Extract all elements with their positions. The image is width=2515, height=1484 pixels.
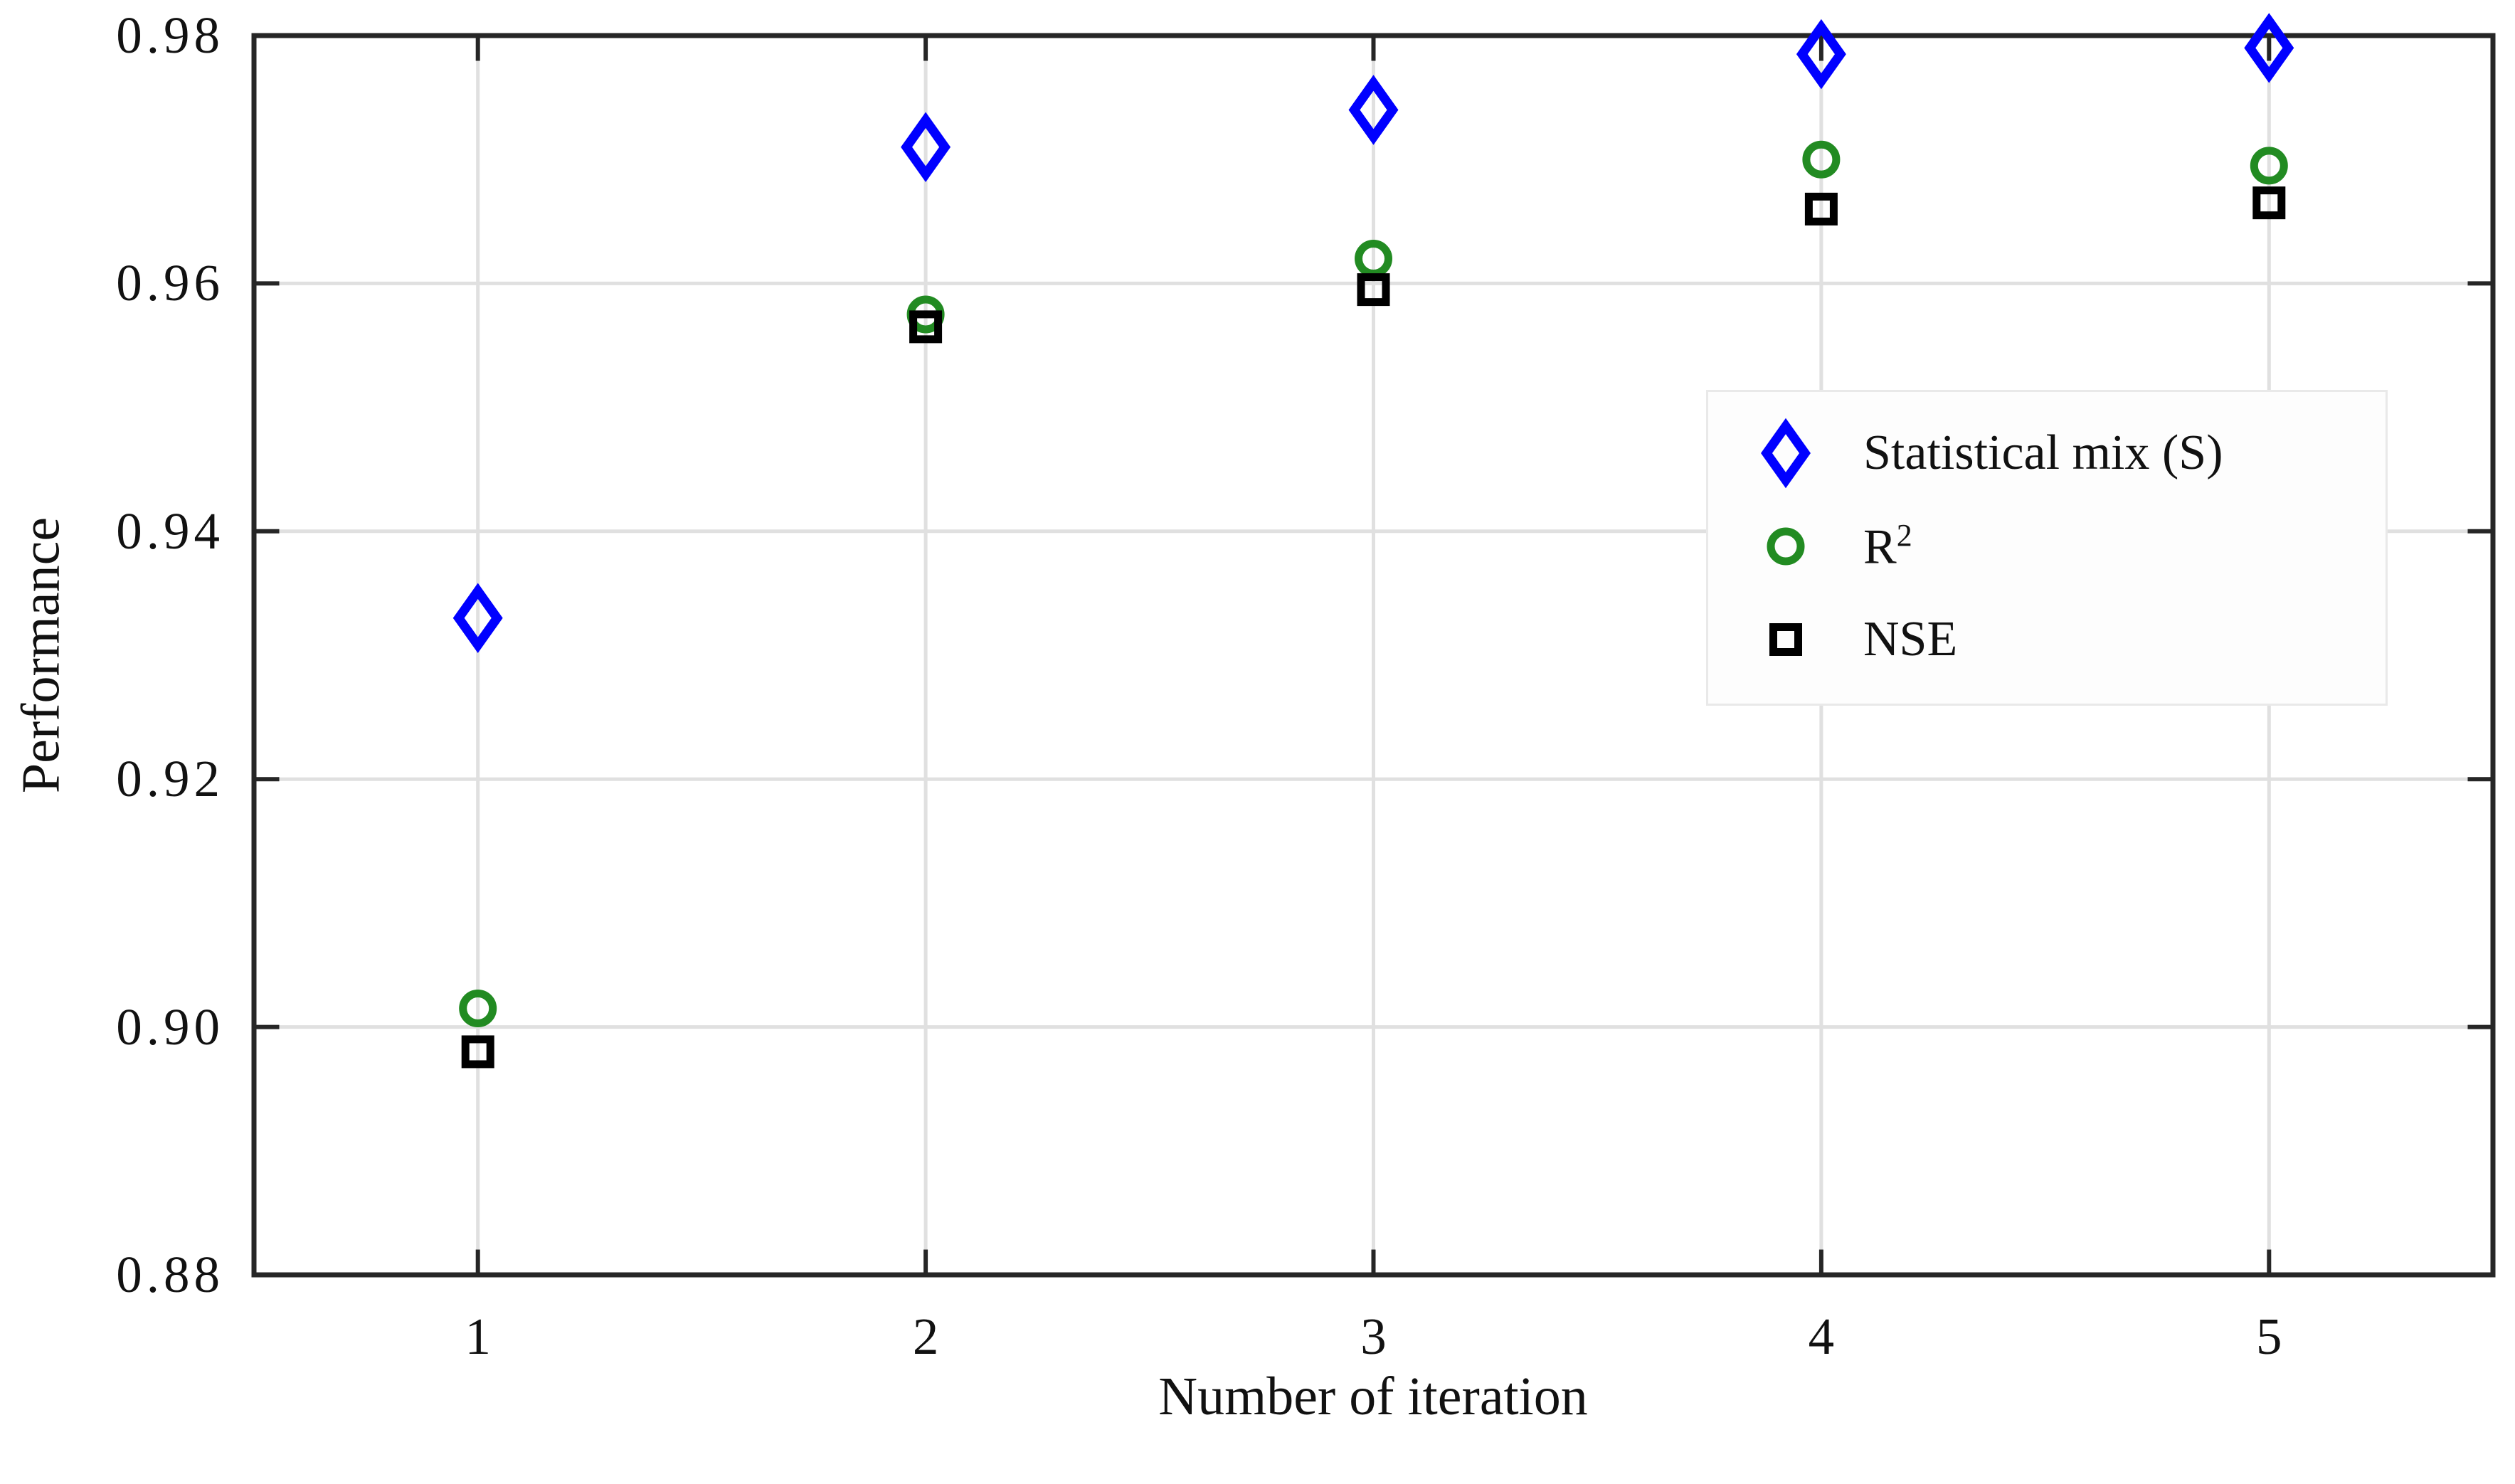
square-marker-glyph [1769, 623, 1802, 656]
data-point-nse-x4 [1804, 192, 1838, 226]
legend: Statistical mix (S) R2 NSE [1706, 390, 2388, 706]
data-point-nse-x2 [909, 310, 943, 344]
circle-marker-icon [1708, 504, 1863, 589]
data-point-statistical-mix-s-x1 [452, 583, 503, 653]
x-axis-label: Number of iteration [1158, 1367, 1588, 1426]
y-tick-label-0.98: 0.98 [116, 6, 224, 64]
y-tick-label-0.94: 0.94 [116, 502, 224, 560]
x-tick-label-3: 3 [1360, 1308, 1387, 1365]
data-point-nse-x3 [1357, 273, 1390, 307]
data-point-statistical-mix-s-x2 [901, 112, 951, 183]
data-point-r2-x5 [2250, 147, 2288, 185]
data-point-nse-x5 [2252, 186, 2286, 220]
legend-item-nse: NSE [1708, 597, 2386, 682]
thin-diamond-marker-icon [1708, 410, 1863, 496]
data-point-r2-x1 [459, 989, 497, 1027]
data-point-statistical-mix-s-x4 [1796, 18, 1846, 90]
x-tick-label-2: 2 [912, 1308, 939, 1365]
y-tick-label-0.90: 0.90 [116, 997, 224, 1056]
square-marker-icon [1708, 597, 1863, 682]
data-point-r2-x4 [1802, 140, 1841, 179]
legend-item-label: R2 [1863, 517, 1912, 575]
x-tick-label-5: 5 [2256, 1308, 2282, 1365]
x-tick-label-1: 1 [465, 1308, 491, 1365]
circle-marker-glyph [1767, 527, 1805, 566]
y-tick-label-0.88: 0.88 [116, 1246, 224, 1303]
legend-item-label: Statistical mix (S) [1863, 425, 2223, 480]
data-point-statistical-mix-s-x3 [1348, 75, 1399, 145]
data-point-statistical-mix-s-x5 [2244, 13, 2294, 83]
legend-item-r2: R2 [1708, 504, 2386, 589]
legend-item-statistical-mix-s: Statistical mix (S) [1708, 410, 2386, 496]
y-tick-label-0.92: 0.92 [116, 750, 224, 808]
thin-diamond-marker-glyph [1761, 418, 1811, 489]
data-point-nse-x1 [461, 1035, 494, 1069]
y-tick-label-0.96: 0.96 [116, 254, 224, 312]
legend-item-label: NSE [1863, 612, 1958, 667]
x-tick-label-4: 4 [1808, 1308, 1835, 1365]
plot-box-spines [251, 33, 2496, 1278]
